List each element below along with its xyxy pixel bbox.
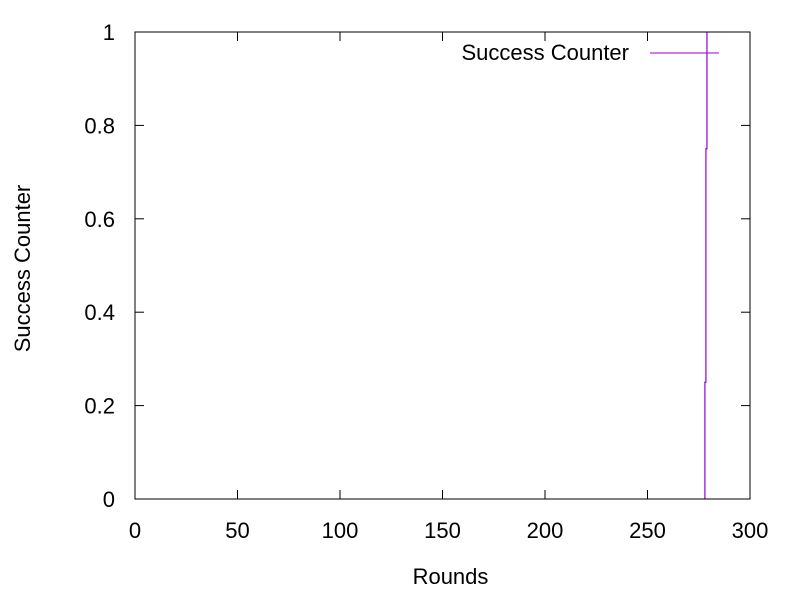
legend-label: Success Counter [461,40,629,65]
y-axis-title: Success Counter [10,185,35,353]
legend: Success Counter [461,40,719,65]
x-tick-labels: 0 50 100 150 200 250 300 [129,518,768,543]
series-line [704,32,708,499]
x-tick-label: 150 [424,518,461,543]
x-tick-label: 50 [225,518,249,543]
y-tick-label: 1 [103,20,115,45]
x-tick-label: 0 [129,518,141,543]
y-tick-label: 0.6 [84,207,115,232]
x-tick-label: 300 [732,518,769,543]
y-tick-label: 0.4 [84,300,115,325]
y-tick-labels: 0 0.2 0.4 0.6 0.8 1 [84,20,115,512]
x-axis-title: Rounds [413,564,489,589]
x-tick-label: 200 [527,518,564,543]
x-tick-label: 100 [322,518,359,543]
x-tick-label: 250 [629,518,666,543]
plot-frame [134,31,751,500]
y-tick-label: 0 [103,487,115,512]
y-tick-label: 0.8 [84,113,115,138]
y-tick-label: 0.2 [84,394,115,419]
series-layer [704,32,708,499]
